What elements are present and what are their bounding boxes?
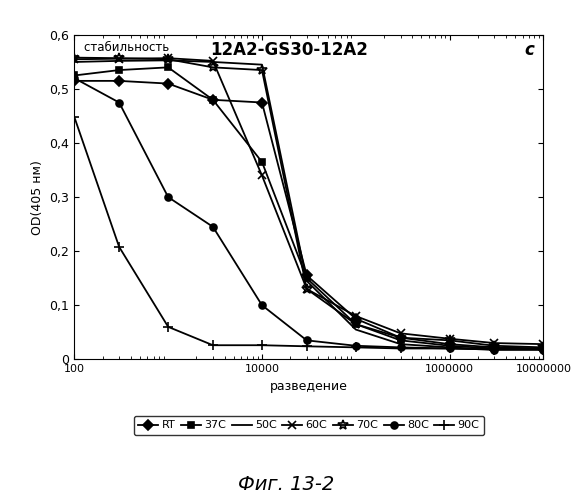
37C [116, 67, 122, 73]
37C [71, 72, 78, 78]
50C [540, 346, 547, 352]
90C [71, 114, 78, 120]
RT [491, 344, 498, 350]
70C [491, 343, 498, 349]
50C [352, 326, 359, 332]
RT [446, 341, 453, 347]
70C [397, 335, 404, 341]
37C [259, 159, 265, 165]
Text: c: c [524, 41, 534, 59]
80C [116, 99, 122, 105]
70C [540, 344, 547, 350]
80C [259, 302, 265, 308]
60C [491, 340, 498, 346]
RT [116, 78, 122, 84]
80C [446, 345, 453, 351]
80C [71, 75, 78, 81]
50C [71, 59, 78, 65]
Text: стабильность: стабильность [84, 41, 173, 54]
80C [352, 343, 359, 349]
70C [209, 64, 216, 70]
Line: 60C: 60C [70, 54, 547, 348]
50C [491, 346, 498, 352]
80C [397, 344, 404, 350]
80C [303, 337, 310, 343]
70C [116, 55, 122, 61]
RT [209, 97, 216, 103]
Line: 37C: 37C [71, 64, 547, 352]
37C [446, 343, 453, 349]
Line: 70C: 70C [70, 53, 548, 352]
90C [491, 346, 498, 352]
80C [165, 194, 172, 200]
60C [165, 55, 172, 61]
50C [446, 344, 453, 350]
37C [165, 64, 172, 70]
37C [352, 321, 359, 327]
Line: 50C: 50C [74, 60, 543, 349]
50C [209, 59, 216, 65]
50C [303, 278, 310, 284]
Text: 12A2-GS30-12A2: 12A2-GS30-12A2 [210, 41, 368, 59]
70C [446, 337, 453, 343]
60C [116, 56, 122, 62]
60C [259, 173, 265, 179]
60C [446, 336, 453, 342]
37C [491, 345, 498, 351]
90C [540, 346, 547, 352]
60C [397, 330, 404, 336]
90C [446, 345, 453, 351]
Y-axis label: OD(405 нм): OD(405 нм) [31, 160, 44, 235]
RT [71, 78, 78, 84]
RT [352, 316, 359, 322]
70C [352, 321, 359, 327]
80C [209, 224, 216, 230]
80C [491, 346, 498, 352]
60C [71, 56, 78, 62]
Line: 90C: 90C [70, 112, 548, 354]
90C [165, 324, 172, 330]
50C [259, 62, 265, 68]
90C [303, 343, 310, 349]
Text: Фиг. 13-2: Фиг. 13-2 [238, 475, 334, 494]
RT [540, 345, 547, 351]
70C [71, 54, 78, 60]
60C [303, 286, 310, 292]
37C [303, 275, 310, 281]
RT [397, 335, 404, 341]
RT [165, 80, 172, 86]
Legend: RT, 37C, 50C, 60C, 70C, 80C, 90C: RT, 37C, 50C, 60C, 70C, 80C, 90C [134, 416, 484, 435]
90C [259, 342, 265, 348]
90C [397, 345, 404, 351]
60C [540, 341, 547, 347]
50C [397, 341, 404, 347]
80C [540, 346, 547, 352]
90C [116, 244, 122, 250]
37C [397, 337, 404, 343]
90C [352, 344, 359, 350]
70C [259, 67, 265, 73]
Line: 80C: 80C [71, 75, 547, 353]
RT [303, 272, 310, 278]
70C [303, 286, 310, 292]
37C [209, 97, 216, 103]
50C [116, 58, 122, 64]
90C [209, 342, 216, 348]
37C [540, 345, 547, 351]
RT [259, 99, 265, 105]
X-axis label: разведение: разведение [270, 380, 348, 393]
50C [165, 57, 172, 63]
60C [352, 313, 359, 319]
60C [209, 58, 216, 64]
70C [165, 56, 172, 62]
Line: RT: RT [71, 77, 547, 352]
